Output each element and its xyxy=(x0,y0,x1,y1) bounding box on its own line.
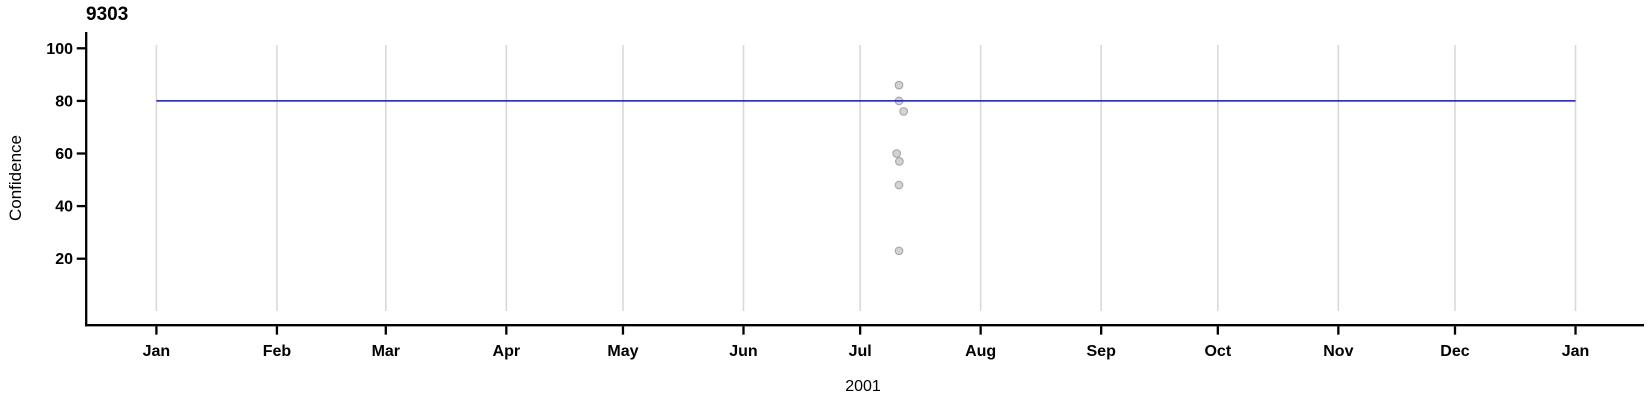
data-point xyxy=(899,107,909,116)
x-tick-label: Nov xyxy=(1323,343,1353,360)
data-point xyxy=(894,246,904,256)
x-tick-label: Aug xyxy=(965,343,996,360)
data-point xyxy=(894,80,904,90)
data-point xyxy=(892,149,902,158)
x-tick-label: May xyxy=(607,343,638,360)
x-tick-label: Jan xyxy=(143,343,171,360)
y-tick-label: 20 xyxy=(55,251,73,268)
x-tick-label: Jan xyxy=(1562,343,1590,360)
x-tick-label: Apr xyxy=(493,343,521,360)
y-tick-label: 100 xyxy=(46,41,73,58)
x-tick-label: Jun xyxy=(729,343,757,360)
x-tick-label: Feb xyxy=(263,343,292,360)
y-tick-label: 40 xyxy=(55,199,73,216)
y-tick-label: 60 xyxy=(55,146,73,163)
x-tick-label: Sep xyxy=(1087,343,1117,360)
x-tick-label: Mar xyxy=(372,343,400,360)
x-axis-label: 2001 xyxy=(845,378,881,395)
data-point xyxy=(894,180,904,190)
y-tick-label: 80 xyxy=(55,93,73,110)
x-tick-label: Oct xyxy=(1204,343,1231,360)
x-tick-label: Jul xyxy=(849,343,872,360)
chart-title: 9303 xyxy=(86,4,129,25)
x-tick-label: Dec xyxy=(1440,343,1469,360)
data-point xyxy=(895,157,904,166)
